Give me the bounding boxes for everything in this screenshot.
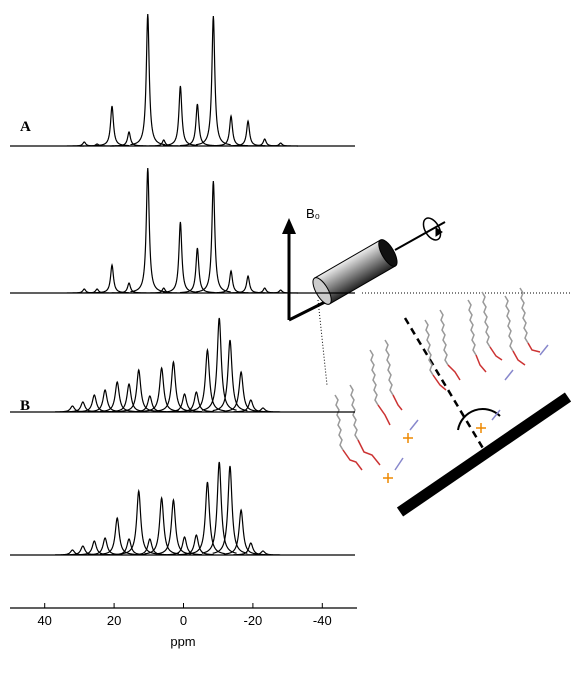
peak [245,550,281,556]
peak [144,495,180,555]
peak [162,221,198,293]
peak [213,269,249,294]
peak [94,263,130,294]
x-axis-label: ppm [170,634,195,649]
peak [111,538,147,556]
peak [146,287,182,294]
peak [132,395,168,413]
peak [162,85,198,147]
peak [156,497,191,555]
peak [111,282,147,294]
x-tick-label: 40 [37,613,51,628]
peak [180,247,215,294]
peak [130,13,166,146]
x-tick-label: 20 [107,613,121,628]
peak [111,130,147,147]
peak [132,538,168,556]
peak [245,407,281,413]
peak [130,167,166,293]
x-tick-label: 0 [180,613,187,628]
x-tick-label: -40 [313,613,332,628]
peak [167,393,202,413]
peak [146,139,182,147]
peak [156,360,191,412]
peak [167,536,202,556]
peak [65,401,101,413]
peak [212,339,248,412]
peak [213,113,249,147]
peak [223,508,259,555]
peak [201,317,237,411]
peak [201,461,237,554]
peak [233,399,269,413]
peak [121,368,157,412]
peak [121,488,157,555]
peak [223,370,259,412]
peak [233,542,269,556]
peak [55,405,90,413]
peak [195,180,231,293]
peak [180,103,215,147]
peak [144,366,180,412]
peak [79,143,115,147]
peak [79,288,115,294]
x-tick-label: -20 [244,613,263,628]
peak [195,15,231,146]
panel-label: A [20,119,31,135]
peak [189,481,225,555]
peak [190,347,225,412]
peak [94,105,130,147]
panel-label: B [20,398,30,414]
peak [178,391,214,413]
peak [99,516,135,555]
diagram [282,217,571,517]
field-label: B₀ [306,206,320,221]
peak [76,540,112,556]
peak [263,142,299,147]
peak [212,465,248,554]
peak [263,289,299,294]
peak [99,380,135,413]
peak [178,534,214,556]
